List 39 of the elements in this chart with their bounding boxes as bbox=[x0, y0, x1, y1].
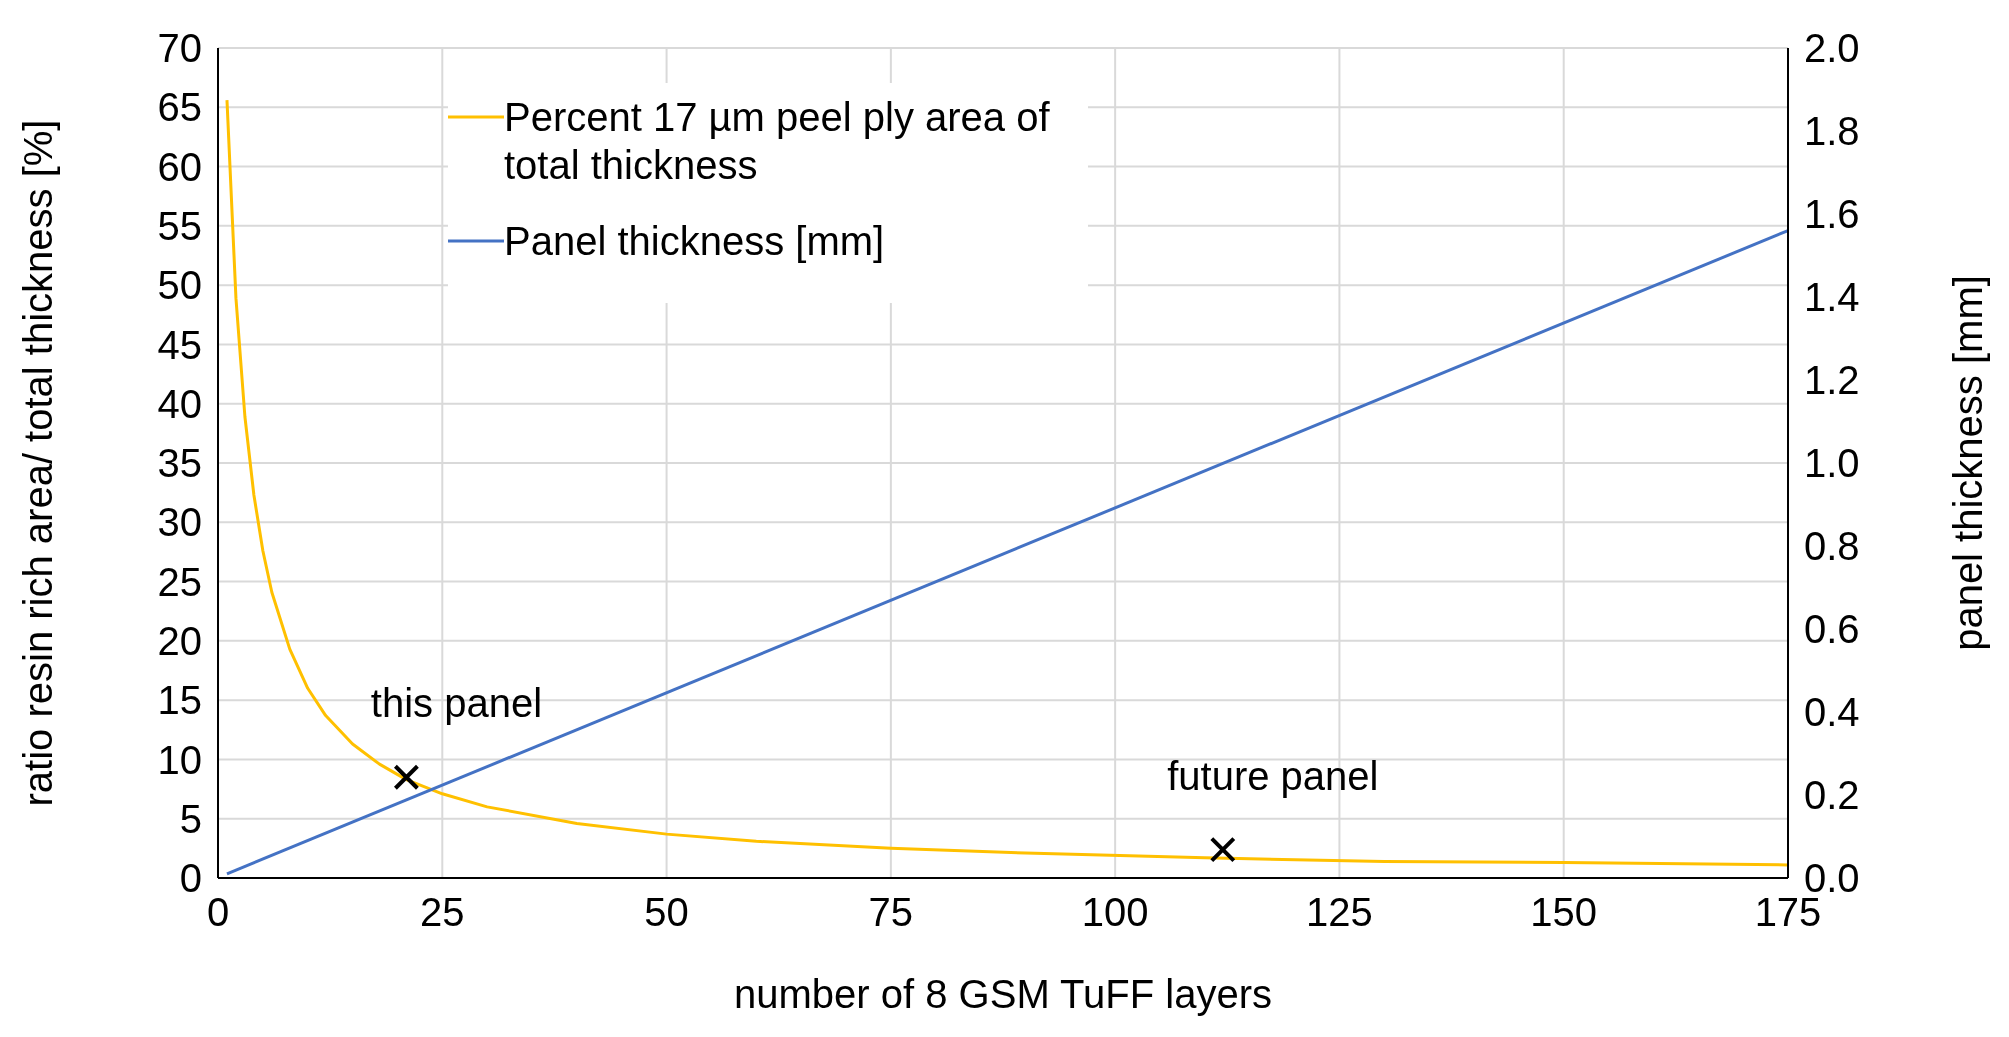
y2-tick-label: 1.8 bbox=[1804, 109, 1860, 154]
y-tick-label: 25 bbox=[157, 559, 202, 604]
x-tick-label: 150 bbox=[1530, 890, 1598, 935]
y-tick-label: 65 bbox=[157, 85, 202, 130]
y-tick-label: 40 bbox=[157, 381, 202, 426]
y2-tick-label: 0.8 bbox=[1804, 524, 1860, 569]
legend-label: Percent 17 µm peel ply area of total thickness bbox=[504, 94, 1051, 189]
x-tick-label: 25 bbox=[420, 890, 465, 935]
y2-tick-label: 2.0 bbox=[1804, 26, 1860, 71]
x-axis-title: number of 8 GSM TuFF layers bbox=[734, 972, 1272, 1016]
x-tick-label: 75 bbox=[868, 890, 914, 935]
y2-tick-label: 0.4 bbox=[1804, 690, 1860, 735]
legend-label: Panel thickness [mm] bbox=[504, 218, 885, 265]
y-tick-label: 30 bbox=[157, 500, 202, 545]
y-tick-label: 50 bbox=[157, 263, 202, 308]
y2-tick-label: 1.0 bbox=[1804, 441, 1860, 486]
annotation: future panel bbox=[1167, 753, 1379, 798]
y-tick-label: 5 bbox=[179, 796, 202, 841]
y-tick-label: 60 bbox=[157, 144, 202, 189]
x-tick-label: 125 bbox=[1306, 890, 1373, 935]
y-tick-label: 10 bbox=[157, 737, 202, 782]
y-tick-label: 20 bbox=[157, 619, 202, 664]
x-tick-label: 100 bbox=[1081, 890, 1149, 935]
y2-tick-label: 0.2 bbox=[1804, 773, 1860, 818]
y-tick-label: 15 bbox=[157, 678, 202, 723]
y-tick-label: 0 bbox=[179, 856, 202, 901]
y2-axis-title: panel thickness [mm] bbox=[1946, 275, 1991, 651]
line-series bbox=[225, 98, 1788, 867]
y2-tick-label: 0.6 bbox=[1804, 607, 1860, 652]
y2-tick-label: 1.6 bbox=[1804, 192, 1860, 237]
y-tick-label: 55 bbox=[157, 204, 202, 249]
y-tick-label: 70 bbox=[157, 26, 202, 71]
y-tick-label: 45 bbox=[157, 322, 202, 367]
x-tick-label: 50 bbox=[644, 890, 689, 935]
y2-tick-label: 1.4 bbox=[1804, 275, 1860, 320]
y-tick-label: 35 bbox=[157, 441, 202, 486]
y2-tick-label: 1.2 bbox=[1804, 358, 1860, 403]
annotation: this panel bbox=[370, 681, 543, 726]
y-axis-title: ratio resin rich area/ total thickness [%] bbox=[16, 119, 61, 807]
